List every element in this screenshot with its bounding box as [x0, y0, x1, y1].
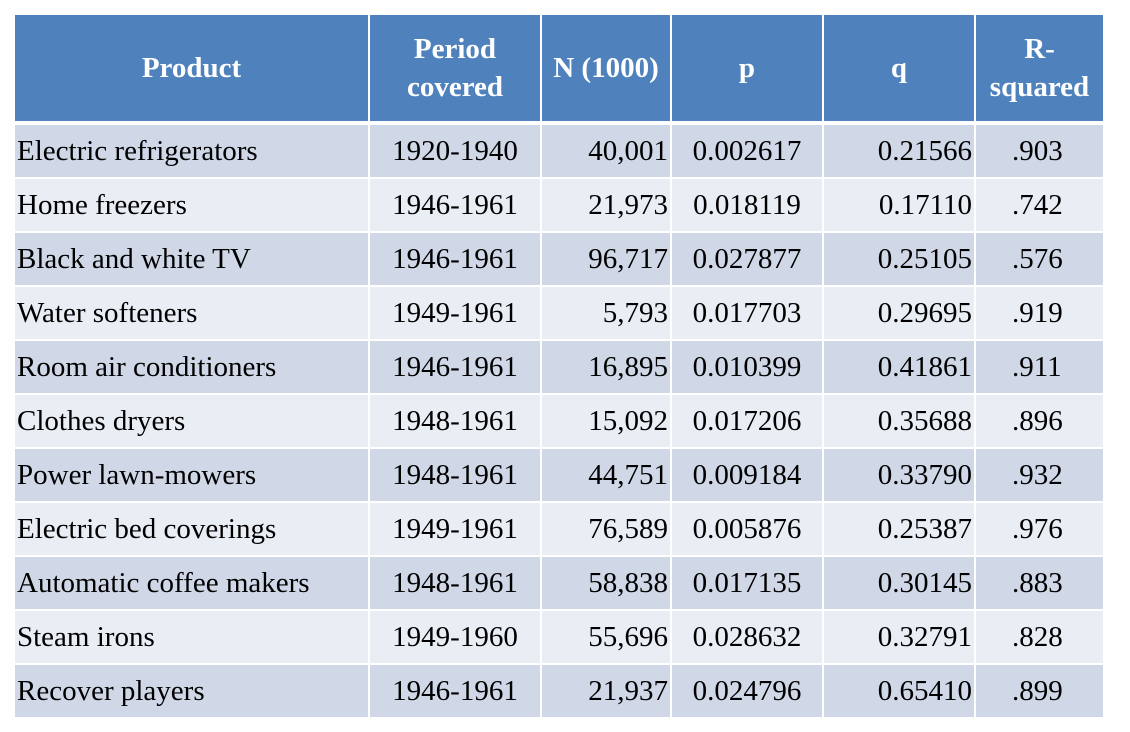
- cell-r-squared: .742: [976, 179, 1103, 233]
- cell-r-squared: .828: [976, 611, 1103, 665]
- cell-n: 16,895: [542, 341, 672, 395]
- header-p: p: [672, 15, 824, 125]
- cell-product: Home freezers: [15, 179, 370, 233]
- cell-q: 0.21566: [824, 125, 976, 179]
- cell-n: 44,751: [542, 449, 672, 503]
- table-row: Power lawn-mowers 1948-1961 44,751 0.009184…: [15, 449, 1103, 503]
- cell-p: 0.027877: [672, 233, 824, 287]
- cell-period: 1949-1961: [370, 503, 542, 557]
- cell-n: 76,589: [542, 503, 672, 557]
- cell-period: 1946-1961: [370, 179, 542, 233]
- table-row: Home freezers 1946-1961 21,973 0.018119 0.17…: [15, 179, 1103, 233]
- cell-product: Clothes dryers: [15, 395, 370, 449]
- cell-r-squared: .919: [976, 287, 1103, 341]
- cell-q: 0.30145: [824, 557, 976, 611]
- cell-r-squared: .932: [976, 449, 1103, 503]
- header-q-label: q: [890, 52, 908, 84]
- cell-p: 0.009184: [672, 449, 824, 503]
- table-row: Electric bed coverings 1949-1961 76,589 0.0…: [15, 503, 1103, 557]
- cell-product: Automatic coffee makers: [15, 557, 370, 611]
- cell-product: Room air conditioners: [15, 341, 370, 395]
- cell-n: 21,973: [542, 179, 672, 233]
- cell-product: Electric bed coverings: [15, 503, 370, 557]
- header-product-label: Product: [141, 52, 242, 84]
- cell-product: Electric refrigerators: [15, 125, 370, 179]
- cell-q: 0.41861: [824, 341, 976, 395]
- cell-product: Power lawn-mowers: [15, 449, 370, 503]
- cell-product: Water softeners: [15, 287, 370, 341]
- cell-r-squared: .976: [976, 503, 1103, 557]
- table-row: Electric refrigerators 1920-1940 40,001 0.0…: [15, 125, 1103, 179]
- table-row: Clothes dryers 1948-1961 15,092 0.017206 0.3…: [15, 395, 1103, 449]
- cell-r-squared: .899: [976, 665, 1103, 719]
- cell-period: 1949-1961: [370, 287, 542, 341]
- header-n-label: N (1000): [553, 52, 659, 84]
- cell-p: 0.017206: [672, 395, 824, 449]
- header-r-line2: squared: [989, 71, 1090, 103]
- cell-n: 58,838: [542, 557, 672, 611]
- diffusion-parameters-table: Product Period covered N (1000) p q R-squ…: [15, 15, 1103, 719]
- cell-p: 0.002617: [672, 125, 824, 179]
- cell-period: 1949-1960: [370, 611, 542, 665]
- cell-q: 0.65410: [824, 665, 976, 719]
- cell-period: 1946-1961: [370, 665, 542, 719]
- data-table-container: Product Period covered N (1000) p q R-squ…: [15, 15, 1103, 719]
- cell-q: 0.33790: [824, 449, 976, 503]
- table-row: Recover players 1946-1961 21,937 0.024796 0.…: [15, 665, 1103, 719]
- table-row: Steam irons 1949-1960 55,696 0.028632 0.3279…: [15, 611, 1103, 665]
- cell-q: 0.29695: [824, 287, 976, 341]
- table-row: Water softeners 1949-1961 5,793 0.017703 0.2…: [15, 287, 1103, 341]
- cell-n: 15,092: [542, 395, 672, 449]
- cell-r-squared: .576: [976, 233, 1103, 287]
- cell-n: 40,001: [542, 125, 672, 179]
- header-p-label: p: [738, 52, 756, 84]
- header-r-squared: R-squared: [976, 15, 1103, 125]
- cell-product: Steam irons: [15, 611, 370, 665]
- cell-p: 0.028632: [672, 611, 824, 665]
- cell-r-squared: .896: [976, 395, 1103, 449]
- table-header: Product Period covered N (1000) p q R-squ…: [15, 15, 1103, 125]
- cell-q: 0.35688: [824, 395, 976, 449]
- header-n: N (1000): [542, 15, 672, 125]
- cell-period: 1948-1961: [370, 449, 542, 503]
- cell-q: 0.25387: [824, 503, 976, 557]
- cell-period: 1920-1940: [370, 125, 542, 179]
- cell-n: 21,937: [542, 665, 672, 719]
- cell-period: 1946-1961: [370, 233, 542, 287]
- header-period-line2: covered: [406, 71, 504, 103]
- cell-p: 0.024796: [672, 665, 824, 719]
- cell-period: 1946-1961: [370, 341, 542, 395]
- cell-n: 5,793: [542, 287, 672, 341]
- cell-p: 0.005876: [672, 503, 824, 557]
- cell-p: 0.017135: [672, 557, 824, 611]
- table-row: Room air conditioners 1946-1961 16,895 0.01…: [15, 341, 1103, 395]
- cell-r-squared: .911: [976, 341, 1103, 395]
- header-period-line1: Period: [413, 33, 497, 65]
- table-row: Black and white TV 1946-1961 96,717 0.02787…: [15, 233, 1103, 287]
- header-period: Period covered: [370, 15, 542, 125]
- cell-p: 0.018119: [672, 179, 824, 233]
- cell-n: 96,717: [542, 233, 672, 287]
- cell-q: 0.32791: [824, 611, 976, 665]
- cell-r-squared: .883: [976, 557, 1103, 611]
- header-row: Product Period covered N (1000) p q R-squ…: [15, 15, 1103, 125]
- cell-period: 1948-1961: [370, 557, 542, 611]
- cell-product: Recover players: [15, 665, 370, 719]
- cell-period: 1948-1961: [370, 395, 542, 449]
- header-r-line1: R-: [1024, 33, 1055, 65]
- cell-p: 0.010399: [672, 341, 824, 395]
- header-product: Product: [15, 15, 370, 125]
- cell-p: 0.017703: [672, 287, 824, 341]
- cell-n: 55,696: [542, 611, 672, 665]
- cell-q: 0.25105: [824, 233, 976, 287]
- cell-r-squared: .903: [976, 125, 1103, 179]
- header-q: q: [824, 15, 976, 125]
- table-row: Automatic coffee makers 1948-1961 58,838 0.…: [15, 557, 1103, 611]
- cell-product: Black and white TV: [15, 233, 370, 287]
- table-body: Electric refrigerators 1920-1940 40,001 0.0…: [15, 125, 1103, 719]
- cell-q: 0.17110: [824, 179, 976, 233]
